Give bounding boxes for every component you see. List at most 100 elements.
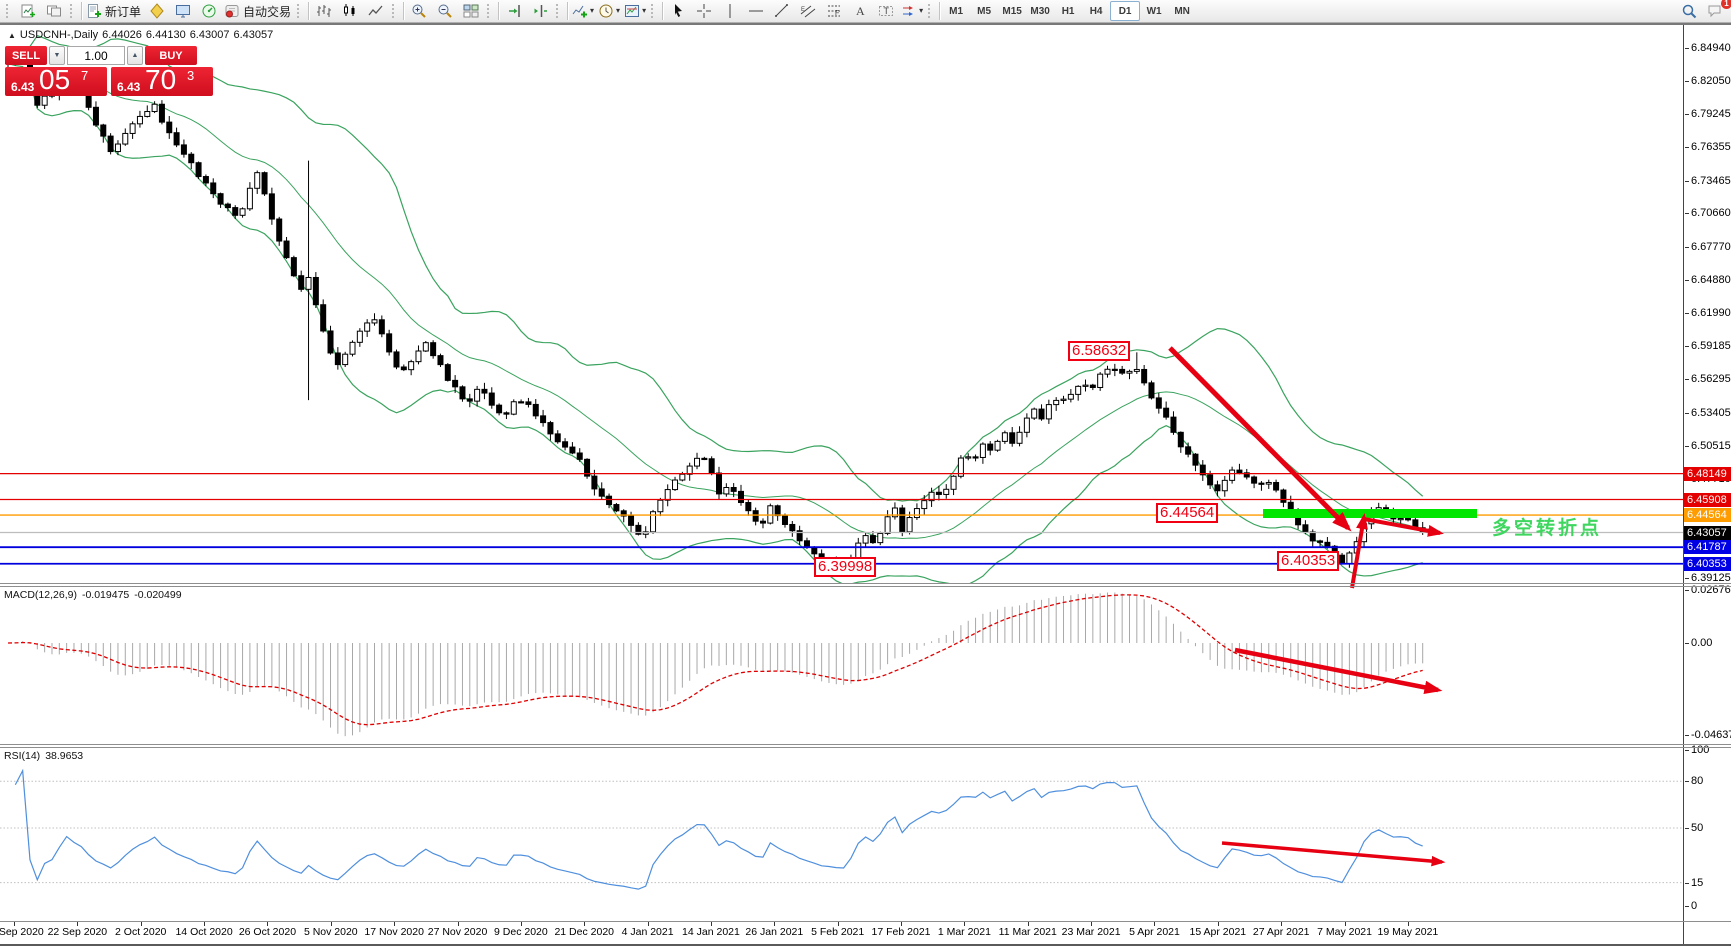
metaeditor-button[interactable] bbox=[144, 1, 170, 21]
axis-tick bbox=[1685, 882, 1689, 884]
trend-arrow-2[interactable] bbox=[1350, 513, 1368, 589]
cursor-button[interactable] bbox=[665, 1, 691, 21]
trend-arrow-3[interactable] bbox=[1363, 517, 1444, 537]
auto-scroll-button[interactable] bbox=[501, 1, 527, 21]
line-chart-button[interactable] bbox=[363, 1, 389, 21]
new-order-button[interactable]: 新订单 bbox=[84, 1, 144, 21]
rsi-pane[interactable] bbox=[0, 768, 1683, 890]
axis-tick bbox=[1685, 828, 1689, 829]
price-axis-label: 6.50515 bbox=[1691, 440, 1731, 453]
label-icon: T bbox=[878, 3, 894, 19]
axis-tick bbox=[1685, 589, 1689, 591]
price-label-6.58632[interactable]: 6.58632 bbox=[1068, 341, 1131, 361]
autotrading-button[interactable]: 自动交易 bbox=[222, 1, 294, 21]
svg-text:E: E bbox=[801, 7, 805, 13]
indicators-icon bbox=[572, 3, 588, 19]
new-chart-button[interactable] bbox=[15, 1, 41, 21]
channel-button[interactable]: E bbox=[795, 1, 821, 21]
price-axis-label: 6.56295 bbox=[1691, 373, 1731, 386]
time-axis-label: 2 Oct 2020 bbox=[115, 926, 167, 938]
price-label-6.40353[interactable]: 6.40353 bbox=[1277, 551, 1340, 571]
bar-chart-button[interactable] bbox=[311, 1, 337, 21]
profiles-icon bbox=[46, 3, 62, 19]
svg-text:A: A bbox=[856, 4, 865, 18]
price-axis-label: 6.76355 bbox=[1691, 141, 1731, 154]
terminal-button[interactable] bbox=[170, 1, 196, 21]
zoom-out-icon bbox=[437, 3, 453, 19]
pane-separator[interactable] bbox=[0, 747, 1731, 748]
svg-text:T: T bbox=[884, 6, 890, 16]
cursor-icon bbox=[670, 3, 686, 19]
bollinger-middle-band bbox=[7, 58, 1423, 539]
time-axis-label: 17 Feb 2021 bbox=[871, 926, 931, 938]
horizontal-line-button[interactable] bbox=[743, 1, 769, 21]
price-label-6.44564[interactable]: 6.44564 bbox=[1156, 503, 1219, 523]
templates-button[interactable]: ▾ bbox=[622, 1, 648, 21]
terminal-icon bbox=[175, 3, 191, 19]
sell-price-display[interactable]: 6.43 05 7 bbox=[5, 67, 107, 96]
chat-button[interactable]: 1 bbox=[1702, 0, 1731, 21]
volume-increase-button[interactable]: ▲ bbox=[127, 46, 143, 65]
toolbar-grip bbox=[297, 4, 303, 18]
volume-decrease-button[interactable]: ▼ bbox=[49, 46, 65, 65]
label-button[interactable]: T bbox=[873, 1, 899, 21]
zoom-in-icon bbox=[411, 3, 427, 19]
buy-price-base: 6.43 bbox=[117, 80, 141, 94]
price-tag-6.43057: 6.43057 bbox=[1684, 525, 1731, 540]
sell-button[interactable]: SELL bbox=[5, 46, 47, 65]
volume-input[interactable] bbox=[67, 46, 125, 65]
price-axis[interactable]: 6.84940 6.82050 6.79245 6.76355 6.73465 6.706… bbox=[1683, 25, 1731, 944]
chevron-down-icon: ▾ bbox=[919, 6, 924, 15]
timeframe-m1[interactable]: M1 bbox=[949, 5, 964, 17]
search-button[interactable] bbox=[1676, 1, 1702, 21]
zoom-in-button[interactable] bbox=[406, 1, 432, 21]
axis-tick bbox=[1685, 577, 1689, 579]
turning-point-note[interactable]: 多空转折点 bbox=[1492, 518, 1603, 539]
macd-pane[interactable] bbox=[7, 592, 1424, 737]
zoom-out-button[interactable] bbox=[432, 1, 458, 21]
fibonacci-button[interactable]: F bbox=[821, 1, 847, 21]
buy-price-display[interactable]: 6.43 70 3 bbox=[111, 67, 213, 96]
tile-windows-button[interactable] bbox=[458, 1, 484, 21]
bar-chart-icon bbox=[316, 3, 332, 19]
pane-separator[interactable] bbox=[0, 583, 1731, 584]
crosshair-button[interactable] bbox=[691, 1, 717, 21]
chat-icon bbox=[1707, 3, 1723, 19]
trend-arrow-4[interactable] bbox=[1234, 647, 1443, 695]
vertical-line-button[interactable] bbox=[717, 1, 743, 21]
pane-separator[interactable] bbox=[0, 744, 1731, 745]
macd-signal-line bbox=[7, 594, 1423, 726]
trend-arrow-5[interactable] bbox=[1221, 841, 1446, 867]
arrows-tool-button[interactable]: ▾ bbox=[899, 1, 925, 21]
axis-tick bbox=[1685, 446, 1689, 448]
timeframe-mn[interactable]: MN bbox=[1174, 5, 1190, 17]
candlestick-button[interactable] bbox=[337, 1, 363, 21]
timeframe-m5[interactable]: M5 bbox=[977, 5, 992, 17]
timeframe-w1[interactable]: W1 bbox=[1146, 5, 1162, 17]
time-axis-label: 22 Sep 2020 bbox=[47, 926, 108, 938]
collapse-indicator[interactable]: ▲ bbox=[8, 31, 16, 40]
tile-windows-icon bbox=[463, 3, 479, 19]
price-axis-label: 6.70660 bbox=[1691, 207, 1731, 220]
support-zone-bar[interactable] bbox=[1263, 509, 1477, 518]
timeframe-h1[interactable]: H1 bbox=[1061, 5, 1075, 17]
buy-button[interactable]: BUY bbox=[145, 46, 197, 65]
timeframe-h4[interactable]: H4 bbox=[1089, 5, 1103, 17]
pane-separator[interactable] bbox=[0, 586, 1731, 587]
timeframe-m15[interactable]: M15 bbox=[1002, 5, 1022, 17]
profiles-button[interactable] bbox=[41, 1, 67, 21]
timeframe-m30[interactable]: M30 bbox=[1030, 5, 1050, 17]
trend-arrow-1[interactable] bbox=[1168, 346, 1352, 532]
timeframe-d1[interactable]: D1 bbox=[1110, 1, 1141, 21]
time-axis-tick bbox=[140, 922, 142, 926]
trendline-button[interactable] bbox=[769, 1, 795, 21]
periods-button[interactable]: ▾ bbox=[596, 1, 622, 21]
price-label-6.39998[interactable]: 6.39998 bbox=[814, 557, 877, 577]
new-order-icon bbox=[86, 3, 102, 19]
strategy-tester-button[interactable] bbox=[196, 1, 222, 21]
buy-price-big: 70 bbox=[145, 67, 177, 95]
text-button[interactable]: A bbox=[847, 1, 873, 21]
indicators-button[interactable]: ▾ bbox=[570, 1, 596, 21]
chart-shift-button[interactable] bbox=[527, 1, 553, 21]
